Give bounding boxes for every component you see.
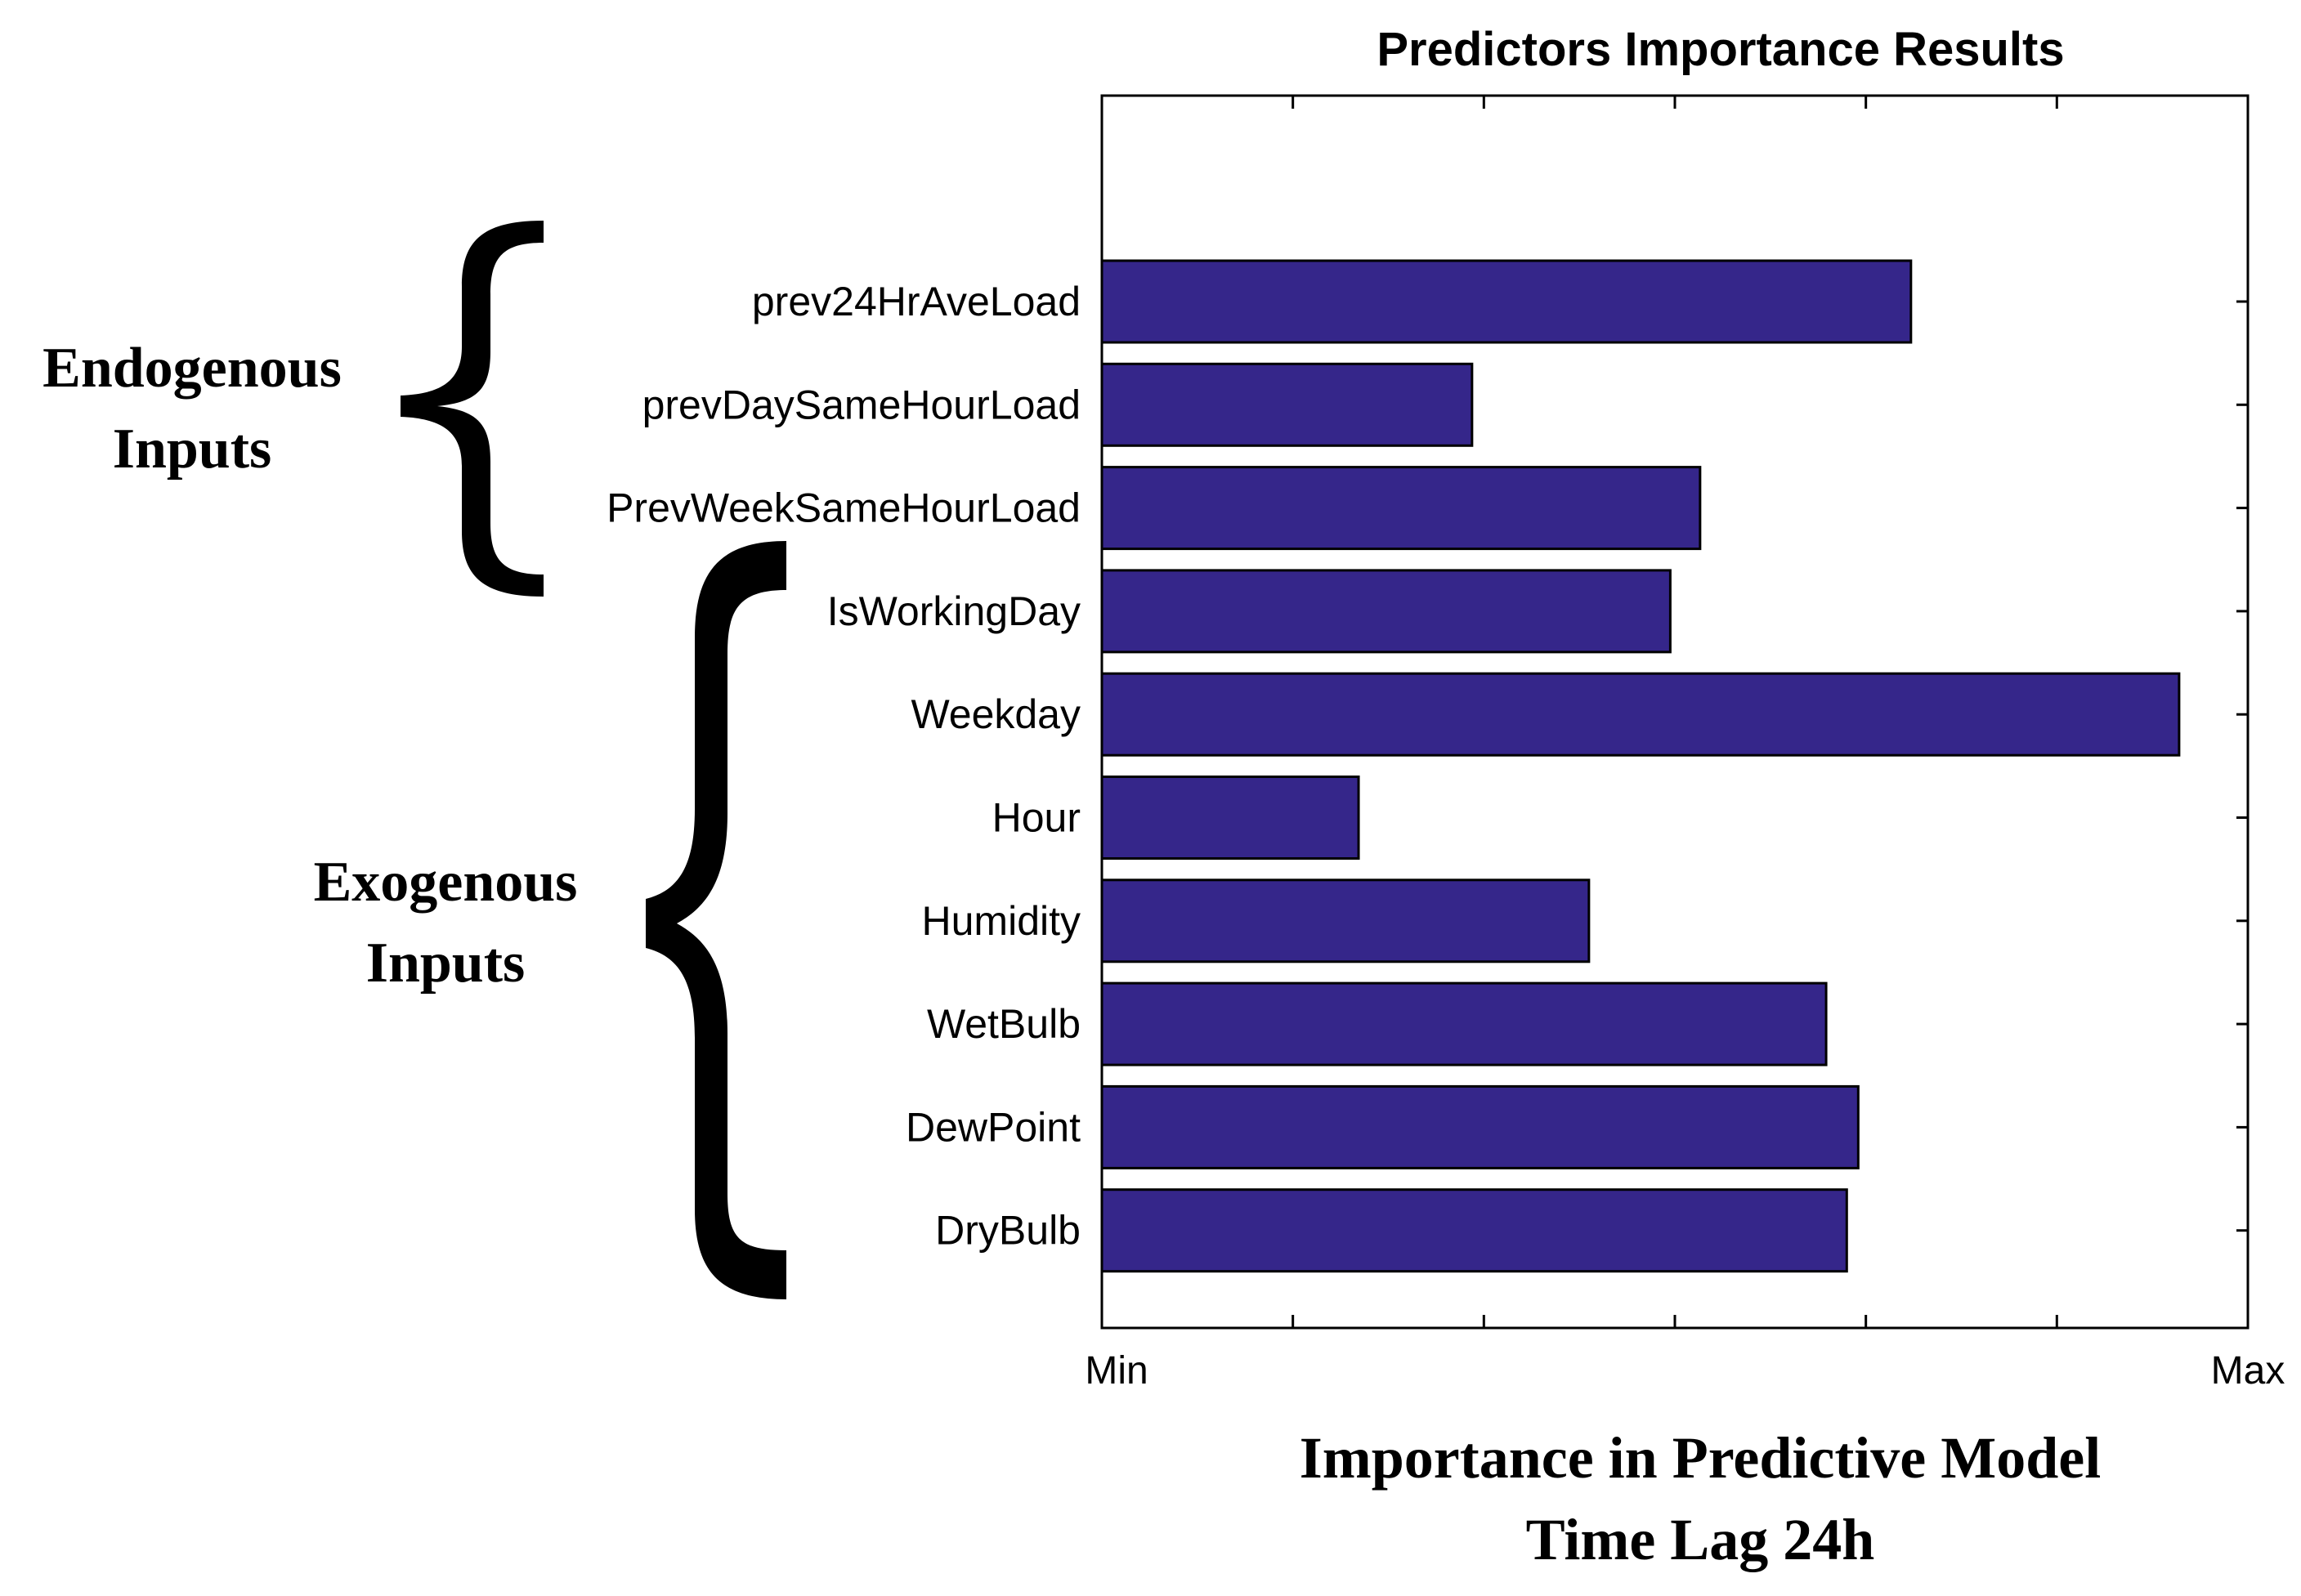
category-label: DewPoint [906, 1104, 1081, 1150]
group-label-endogenous-line1: Endogenous [43, 337, 342, 400]
category-label: IsWorkingDay [827, 588, 1081, 634]
bar [1100, 466, 1702, 551]
x-axis-ticks [1292, 96, 2058, 1328]
category-label: prev24HrAveLoad [752, 279, 1081, 324]
category-label: Humidity [922, 898, 1081, 944]
x-tick-max-label: Max [2211, 1349, 2285, 1393]
brace-exogenous [646, 541, 786, 1299]
category-label: PrevWeekSameHourLoad [607, 485, 1081, 531]
bar [1100, 776, 1360, 860]
group-label-endogenous-line2: Inputs [113, 418, 272, 481]
category-label: DryBulb [935, 1208, 1081, 1254]
x-axis-label-line2: Time Lag 24h [1526, 1507, 1875, 1572]
bar [1100, 1084, 1860, 1169]
bar [1100, 1188, 1848, 1273]
bar [1100, 981, 1828, 1066]
bars-layer [1100, 259, 2181, 1273]
bar [1100, 362, 1474, 447]
x-axis-label-line1: Importance in Predictive Model [1300, 1425, 2101, 1491]
bar [1100, 878, 1591, 963]
group-label-exogenous-line1: Exogenous [314, 851, 578, 914]
category-label: Weekday [911, 691, 1081, 737]
category-label: prevDaySameHourLoad [642, 382, 1081, 427]
group-label-exogenous-line2: Inputs [366, 932, 526, 995]
category-labels: prev24HrAveLoad prevDaySameHourLoad PrevWe… [607, 279, 1081, 1254]
bar [1100, 259, 1913, 344]
bar [1100, 672, 2181, 757]
bar [1100, 569, 1672, 654]
chart-title: Predictors Importance Results [1377, 23, 2064, 76]
x-tick-min-label: Min [1085, 1349, 1148, 1393]
brace-endogenous [401, 221, 544, 597]
y-axis-ticks [2236, 300, 2248, 1232]
category-label: Hour [992, 795, 1081, 841]
category-label: WetBulb [927, 1001, 1081, 1047]
